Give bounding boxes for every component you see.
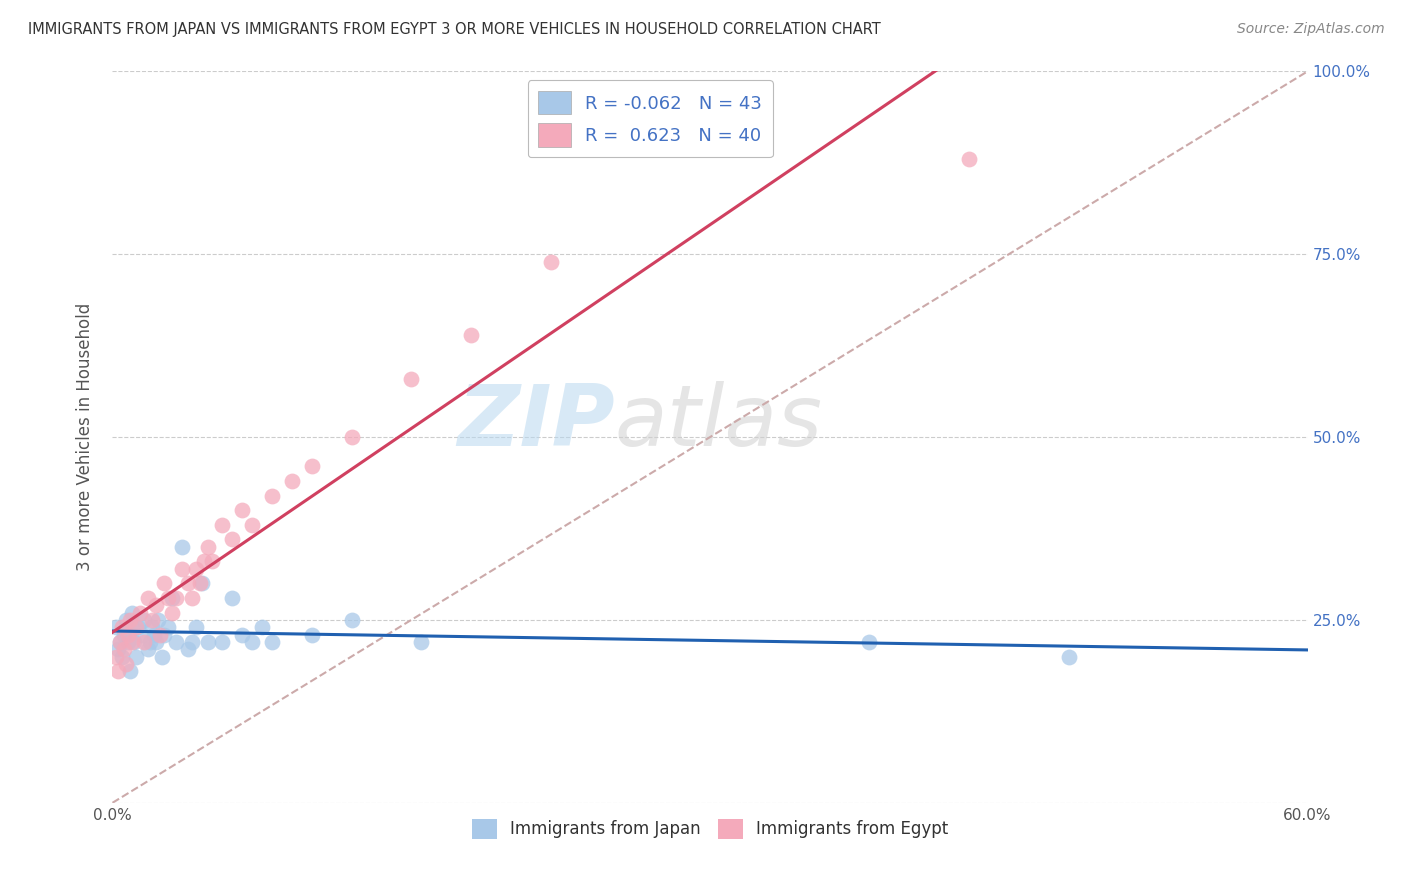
Point xyxy=(231,503,253,517)
Point xyxy=(138,591,160,605)
Point xyxy=(111,620,134,634)
Point xyxy=(138,642,160,657)
Point xyxy=(186,620,208,634)
Point xyxy=(153,627,176,641)
Point xyxy=(125,649,148,664)
Text: ZIP: ZIP xyxy=(457,381,614,464)
Y-axis label: 3 or more Vehicles in Household: 3 or more Vehicles in Household xyxy=(76,303,94,571)
Point xyxy=(221,591,243,605)
Point xyxy=(149,627,172,641)
Point xyxy=(191,576,214,591)
Point xyxy=(115,613,138,627)
Point xyxy=(411,635,433,649)
Point xyxy=(540,254,562,268)
Point xyxy=(193,554,215,568)
Point xyxy=(107,642,129,657)
Point xyxy=(250,620,273,634)
Point xyxy=(134,635,156,649)
Point xyxy=(197,635,219,649)
Point xyxy=(141,613,163,627)
Point xyxy=(181,591,204,605)
Point xyxy=(121,635,143,649)
Point xyxy=(125,620,148,634)
Point xyxy=(141,620,163,634)
Point xyxy=(401,371,423,385)
Point xyxy=(172,540,194,554)
Point xyxy=(957,152,980,166)
Point xyxy=(340,430,363,444)
Point xyxy=(143,627,166,641)
Point xyxy=(340,613,363,627)
Point xyxy=(177,576,200,591)
Point xyxy=(134,613,156,627)
Point xyxy=(211,517,233,532)
Point xyxy=(121,606,143,620)
Point xyxy=(107,664,129,678)
Point xyxy=(240,635,263,649)
Point xyxy=(301,627,323,641)
Point xyxy=(117,635,139,649)
Point xyxy=(460,327,482,342)
Point xyxy=(121,620,143,634)
Point xyxy=(165,591,187,605)
Point xyxy=(105,620,128,634)
Point xyxy=(120,664,142,678)
Point xyxy=(231,627,253,641)
Point xyxy=(105,649,128,664)
Point xyxy=(148,613,170,627)
Text: atlas: atlas xyxy=(614,381,823,464)
Point xyxy=(197,540,219,554)
Point xyxy=(157,591,180,605)
Point xyxy=(145,599,167,613)
Point xyxy=(120,613,142,627)
Legend: Immigrants from Japan, Immigrants from Egypt: Immigrants from Japan, Immigrants from E… xyxy=(465,812,955,846)
Point xyxy=(110,635,132,649)
Point xyxy=(153,576,176,591)
Point xyxy=(162,591,183,605)
Point xyxy=(145,635,167,649)
Point xyxy=(115,657,138,671)
Point xyxy=(221,533,243,547)
Point xyxy=(162,606,183,620)
Point xyxy=(114,627,135,641)
Point xyxy=(129,606,152,620)
Point xyxy=(150,649,173,664)
Point xyxy=(117,627,139,641)
Point xyxy=(1057,649,1080,664)
Point xyxy=(139,635,162,649)
Point xyxy=(177,642,200,657)
Point xyxy=(157,620,180,634)
Point xyxy=(260,489,283,503)
Point xyxy=(186,562,208,576)
Point xyxy=(111,649,134,664)
Point xyxy=(181,635,204,649)
Point xyxy=(165,635,187,649)
Point xyxy=(260,635,283,649)
Point xyxy=(127,620,149,634)
Point xyxy=(124,635,146,649)
Point xyxy=(240,517,263,532)
Point xyxy=(858,635,880,649)
Point xyxy=(114,642,135,657)
Point xyxy=(110,635,132,649)
Point xyxy=(201,554,224,568)
Point xyxy=(301,459,323,474)
Point xyxy=(211,635,233,649)
Point xyxy=(172,562,194,576)
Text: IMMIGRANTS FROM JAPAN VS IMMIGRANTS FROM EGYPT 3 OR MORE VEHICLES IN HOUSEHOLD C: IMMIGRANTS FROM JAPAN VS IMMIGRANTS FROM… xyxy=(28,22,882,37)
Point xyxy=(188,576,211,591)
Point xyxy=(281,474,304,488)
Text: Source: ZipAtlas.com: Source: ZipAtlas.com xyxy=(1237,22,1385,37)
Point xyxy=(131,627,153,641)
